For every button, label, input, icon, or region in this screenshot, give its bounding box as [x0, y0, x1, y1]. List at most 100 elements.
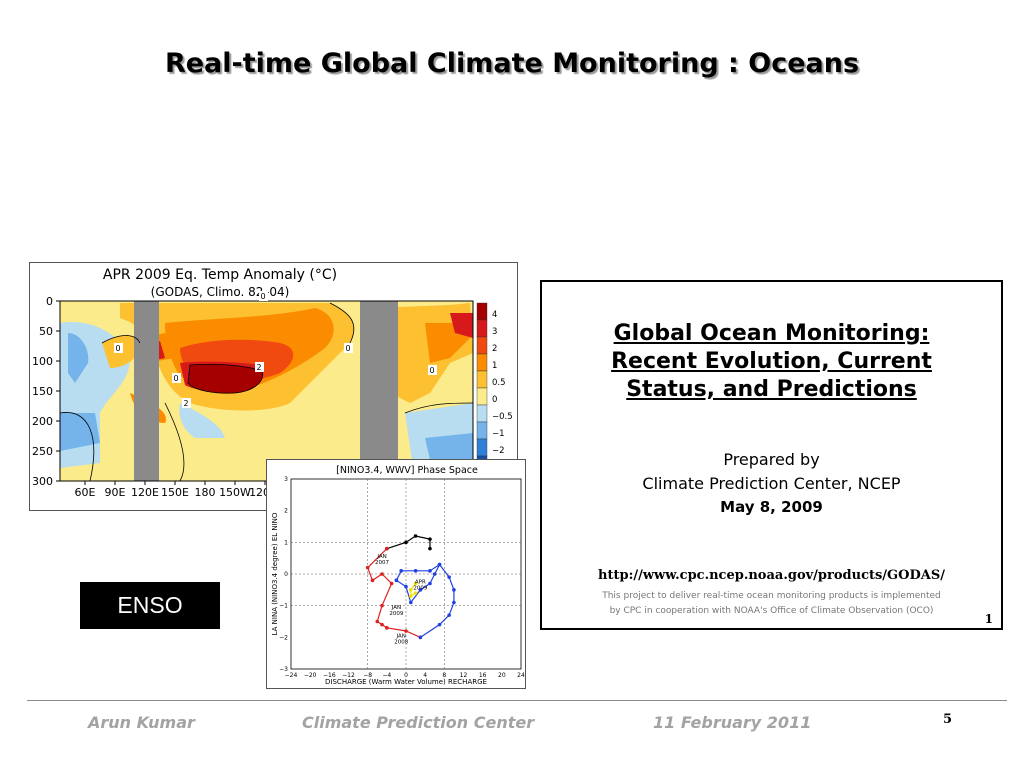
series-point: [428, 581, 432, 586]
y-tick-label: 0: [46, 295, 53, 308]
x-tick-label: 8: [442, 672, 446, 679]
x-tick-label: 150E: [161, 486, 189, 499]
y-tick-label: 300: [32, 475, 53, 488]
x-tick-label: −16: [323, 672, 336, 679]
series-point: [413, 569, 418, 573]
depth-axis-ticks: 0 50 100 150 200 250 300: [32, 295, 60, 488]
colorbar-swatch: [476, 404, 488, 423]
colorbar-label: −0.5: [492, 412, 513, 422]
y-tick-label: 1: [284, 539, 288, 546]
card-note: by CPC in cooperation with NOAA's Office…: [609, 606, 934, 616]
series-point: [385, 546, 389, 551]
annotation-label: JAN 2007: [375, 554, 389, 566]
temperature-anomaly-chart: APR 2009 Eq. Temp Anomaly (°C) (GODAS, C…: [29, 262, 518, 511]
series-point: [404, 629, 408, 633]
phase-space-chart: [NINO3.4, WWV] Phase Space −24 −20 −16 −12−…: [266, 459, 526, 689]
y-tick-label: 250: [32, 445, 53, 458]
card-heading: Global Ocean Monitoring: Recent Evolutio…: [542, 320, 1001, 404]
phase-space-svg: [NINO3.4, WWV] Phase Space −24 −20 −16 −12−…: [271, 465, 525, 686]
contour-label: 0: [173, 374, 178, 383]
series-point: [389, 581, 394, 586]
contour-label: 0: [429, 366, 434, 375]
colorbar-swatch: [476, 353, 488, 372]
y-tick-label: 3: [284, 476, 288, 483]
series-point: [385, 626, 389, 630]
presentation-title-card: Global Ocean Monitoring: Recent Evolutio…: [540, 280, 1003, 630]
x-tick-label: 0: [404, 672, 408, 679]
colorbar-label: −1: [492, 429, 505, 439]
colorbar-swatch: [476, 438, 488, 457]
series-line: [410, 583, 417, 598]
series-point: [404, 584, 408, 589]
colorbar-label: 2: [492, 344, 497, 354]
series-point: [418, 635, 423, 640]
contour-label-background: [114, 343, 123, 353]
contour-label-background: [172, 373, 181, 383]
contour-label-background: [182, 398, 191, 408]
annotation-label: APR 2009: [413, 580, 427, 592]
chart-title: [NINO3.4, WWV] Phase Space: [336, 465, 478, 476]
contour-label: 0: [260, 292, 265, 301]
y-tick-label: 2: [284, 508, 288, 515]
series-point: [370, 578, 375, 583]
colorbar-swatch: [476, 319, 488, 338]
x-tick-label: 180: [195, 486, 216, 499]
contour-label-background: [344, 343, 353, 353]
x-tick-label: −8: [363, 672, 372, 679]
series-point: [399, 569, 404, 573]
series-point: [375, 619, 380, 624]
x-tick-label: −12: [342, 672, 355, 679]
x-tick-label: 90E: [105, 486, 126, 499]
contour-label: 0: [115, 344, 120, 353]
y-tick-label: −1: [279, 603, 288, 610]
series-point: [394, 578, 399, 583]
y-tick-label: −2: [279, 634, 288, 641]
anomaly-field: [60, 301, 473, 481]
footer-divider: [27, 700, 1007, 701]
card-heading-line: Recent Evolution, Current: [611, 349, 932, 374]
series-point: [428, 546, 432, 551]
series-point: [432, 572, 437, 576]
contour-label: 0: [345, 344, 350, 353]
y-tick-label: 50: [39, 325, 53, 338]
x-axis-label: DISCHARGE (Warm Water Volume) RECHARGE: [325, 678, 487, 686]
series-point: [408, 588, 413, 592]
card-note: This project to deliver real-time ocean …: [602, 591, 941, 601]
contour-label: 2: [183, 399, 188, 408]
annotation-label: JAN 2009: [389, 605, 403, 617]
colorbar-label: 0: [492, 395, 497, 405]
colorbar-swatch: [476, 370, 488, 389]
colorbar-swatch: [476, 336, 488, 355]
prepared-by-label: Prepared by: [723, 450, 820, 469]
x-tick-label: 4: [423, 672, 427, 679]
card-heading-line: Global Ocean Monitoring:: [613, 321, 930, 346]
phase-annotations: JAN 2007 APR 2009 JAN 2009 JAN 2008: [375, 554, 428, 645]
contour-label-background: [259, 291, 268, 301]
series-point: [413, 581, 418, 586]
series-point: [437, 622, 442, 627]
series-point: [447, 613, 451, 617]
series-point: [408, 600, 413, 605]
series-point: [437, 562, 442, 567]
x-tick-label: −24: [285, 672, 298, 679]
series-point: [447, 575, 451, 579]
colorbar-label: 0.5: [492, 378, 506, 388]
series-point: [452, 588, 456, 592]
card-date: May 8, 2009: [720, 498, 823, 516]
series-point: [452, 600, 456, 605]
colorbar-swatch: [476, 387, 488, 406]
phase-series: [365, 534, 456, 640]
colorbar-label: 4: [492, 310, 497, 320]
temperature-anomaly-svg: APR 2009 Eq. Temp Anomaly (°C) (GODAS, C…: [32, 267, 513, 499]
series-point: [413, 591, 418, 595]
contour-label-background: [428, 365, 437, 375]
godas-url[interactable]: http://www.cpc.ncep.noaa.gov/products/GO…: [598, 568, 945, 583]
y-tick-label: 0: [284, 571, 288, 578]
series-point: [428, 537, 432, 541]
y-tick-label: −3: [279, 666, 288, 673]
contour-label-background: [255, 362, 264, 372]
page-number: 5: [943, 712, 953, 727]
colorbar-label: −2: [492, 446, 505, 456]
